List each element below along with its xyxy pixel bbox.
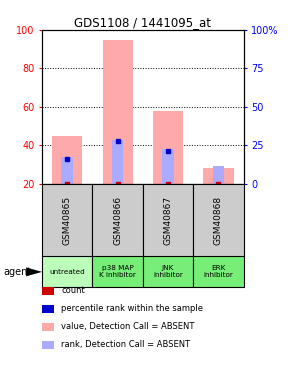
Bar	[213, 166, 224, 184]
Title: GDS1108 / 1441095_at: GDS1108 / 1441095_at	[74, 16, 211, 29]
Text: p38 MAP
K inhibitor: p38 MAP K inhibitor	[99, 265, 136, 278]
Bar	[193, 184, 244, 257]
Text: rank, Detection Call = ABSENT: rank, Detection Call = ABSENT	[61, 340, 191, 349]
Bar	[42, 184, 93, 257]
Text: GSM40865: GSM40865	[63, 196, 72, 245]
Text: untreated: untreated	[49, 268, 85, 274]
Text: value, Detection Call = ABSENT: value, Detection Call = ABSENT	[61, 322, 195, 331]
Bar	[203, 168, 233, 184]
Text: GSM40866: GSM40866	[113, 196, 122, 245]
Bar	[61, 157, 73, 184]
Bar	[143, 184, 193, 257]
Text: GSM40867: GSM40867	[164, 196, 173, 245]
Polygon shape	[26, 267, 42, 276]
Bar	[143, 256, 193, 287]
Text: ERK
inhibitor: ERK inhibitor	[204, 265, 233, 278]
Bar	[52, 136, 82, 184]
Text: JNK
inhibitor: JNK inhibitor	[153, 265, 183, 278]
Text: agent: agent	[3, 267, 31, 277]
Bar	[93, 256, 143, 287]
Bar	[112, 140, 123, 184]
Text: GSM40868: GSM40868	[214, 196, 223, 245]
Text: count: count	[61, 286, 85, 295]
Bar	[193, 256, 244, 287]
Bar	[42, 256, 93, 287]
Bar	[93, 184, 143, 257]
Bar	[162, 149, 174, 184]
Text: percentile rank within the sample: percentile rank within the sample	[61, 304, 204, 313]
Bar	[153, 111, 183, 184]
Bar	[103, 40, 133, 184]
